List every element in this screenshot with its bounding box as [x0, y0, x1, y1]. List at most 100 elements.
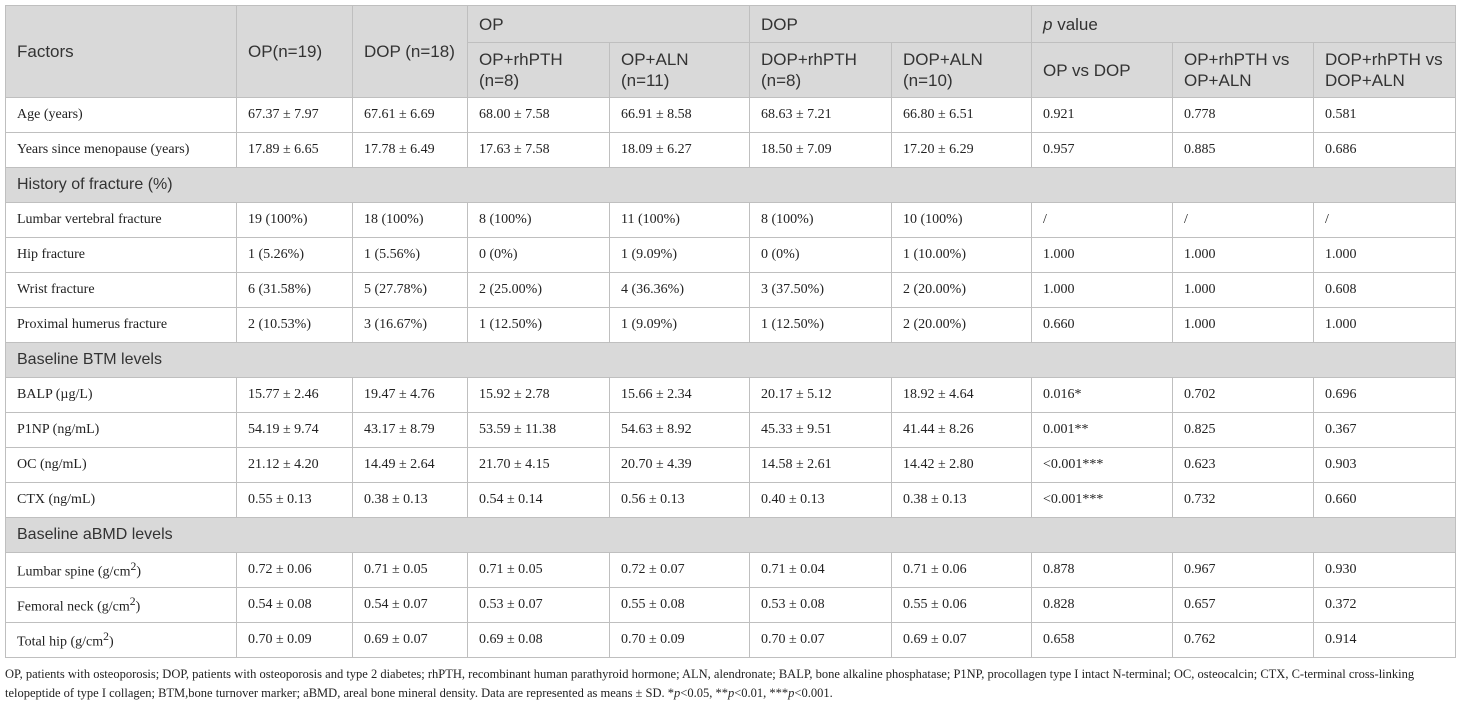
table-cell: 15.92 ± 2.78 [467, 377, 610, 413]
table-cell: 0.623 [1172, 447, 1314, 483]
row-label: Proximal humerus fracture [5, 307, 237, 343]
table-cell: 0.69 ± 0.07 [891, 622, 1032, 658]
header-dop-aln: DOP+ALN (n=10) [891, 42, 1032, 98]
section-row-btm: Baseline BTM levels [4, 342, 1457, 378]
table-cell: 67.61 ± 6.69 [352, 97, 468, 133]
table-cell: / [1031, 202, 1173, 238]
table-cell: 0.70 ± 0.09 [609, 622, 750, 658]
table-cell: 15.66 ± 2.34 [609, 377, 750, 413]
table-cell: 17.63 ± 7.58 [467, 132, 610, 168]
header-op-rhpth: OP+rhPTH (n=8) [467, 42, 610, 98]
table-container: Factors OP(n=19) DOP (n=18) OP DOP p val… [4, 5, 1457, 658]
table-row: Years since menopause (years) 17.89 ± 6.6… [5, 132, 1457, 168]
table-cell: 2 (25.00%) [467, 272, 610, 308]
section-row-abmd: Baseline aBMD levels [4, 517, 1457, 553]
table-cell: 0.878 [1031, 552, 1173, 588]
p-value-word: value [1052, 14, 1098, 34]
table-cell: 14.58 ± 2.61 [749, 447, 892, 483]
table-cell: 1.000 [1172, 237, 1314, 273]
table-cell: 21.12 ± 4.20 [236, 447, 353, 483]
table-cell: 0.581 [1312, 97, 1457, 133]
table-cell: 66.91 ± 8.58 [609, 97, 750, 133]
table-cell: 0.657 [1172, 587, 1314, 623]
table-cell: 68.00 ± 7.58 [467, 97, 610, 133]
table-cell: 17.20 ± 6.29 [891, 132, 1032, 168]
table-cell: 1.000 [1031, 272, 1173, 308]
table-row: Femoral neck (g/cm2) 0.54 ± 0.08 0.54 ± 0.… [5, 587, 1457, 623]
table-cell: 0.016* [1031, 377, 1173, 413]
table-cell: 0.71 ± 0.05 [467, 552, 610, 588]
table-cell: 18.09 ± 6.27 [609, 132, 750, 168]
table-cell: 1.000 [1031, 237, 1173, 273]
table-cell: 0.71 ± 0.04 [749, 552, 892, 588]
table-cell: 0.967 [1172, 552, 1314, 588]
section-label: Baseline aBMD levels [4, 517, 1457, 553]
table-row: Hip fracture 1 (5.26%) 1 (5.56%) 0 (0%) 1 (9… [5, 237, 1457, 273]
table-cell: / [1312, 202, 1457, 238]
table-cell: <0.001*** [1031, 447, 1173, 483]
table-cell: 0.38 ± 0.13 [891, 482, 1032, 518]
table-cell: 19.47 ± 4.76 [352, 377, 468, 413]
table-cell: 0.001** [1031, 412, 1173, 448]
table-cell: 4 (36.36%) [609, 272, 750, 308]
table-cell: 0.762 [1172, 622, 1314, 658]
data-table: Factors OP(n=19) DOP (n=18) OP DOP p val… [4, 5, 1457, 658]
table-cell: 1 (5.56%) [352, 237, 468, 273]
table-cell: 66.80 ± 6.51 [891, 97, 1032, 133]
table-cell: 18.92 ± 4.64 [891, 377, 1032, 413]
header-op: OP(n=19) [236, 5, 353, 98]
table-cell: 0.70 ± 0.09 [236, 622, 353, 658]
header-factors: Factors [5, 5, 237, 98]
table-row: OC (ng/mL) 21.12 ± 4.20 14.49 ± 2.64 21.70 … [5, 447, 1457, 483]
table-cell: 18 (100%) [352, 202, 468, 238]
table-cell: 1 (5.26%) [236, 237, 353, 273]
header-op-aln: OP+ALN (n=11) [609, 42, 750, 98]
table-cell: 0.885 [1172, 132, 1314, 168]
table-cell: 0.658 [1031, 622, 1173, 658]
row-label: Lumbar vertebral fracture [5, 202, 237, 238]
table-cell: 15.77 ± 2.46 [236, 377, 353, 413]
table-cell: 0.71 ± 0.05 [352, 552, 468, 588]
table-cell: 0.55 ± 0.06 [891, 587, 1032, 623]
table-cell: 67.37 ± 7.97 [236, 97, 353, 133]
table-cell: 0.732 [1172, 482, 1314, 518]
section-row-fracture: History of fracture (%) [4, 167, 1457, 203]
table-cell: 1 (12.50%) [749, 307, 892, 343]
table-cell: 1.000 [1172, 307, 1314, 343]
table-cell: 0 (0%) [467, 237, 610, 273]
row-label: Lumbar spine (g/cm2) [5, 552, 237, 588]
table-cell: 68.63 ± 7.21 [749, 97, 892, 133]
table-cell: 21.70 ± 4.15 [467, 447, 610, 483]
table-row: P1NP (ng/mL) 54.19 ± 9.74 43.17 ± 8.79 53.5… [5, 412, 1457, 448]
table-cell: 0.53 ± 0.07 [467, 587, 610, 623]
table-cell: 14.42 ± 2.80 [891, 447, 1032, 483]
table-row: CTX (ng/mL) 0.55 ± 0.13 0.38 ± 0.13 0.54 ± … [5, 482, 1457, 518]
row-label: Age (years) [5, 97, 237, 133]
table-cell: 0.957 [1031, 132, 1173, 168]
table-row: Wrist fracture 6 (31.58%) 5 (27.78%) 2 (25.… [5, 272, 1457, 308]
table-cell: 0.69 ± 0.07 [352, 622, 468, 658]
header-p-op-vs-dop: OP vs DOP [1031, 42, 1173, 98]
table-cell: 6 (31.58%) [236, 272, 353, 308]
header-row-2: OP+rhPTH (n=8) OP+ALN (n=11) DOP+rhPTH (… [6, 42, 1457, 98]
row-label: Total hip (g/cm2) [5, 622, 237, 658]
table-cell: 0.825 [1172, 412, 1314, 448]
table-cell: 3 (37.50%) [749, 272, 892, 308]
row-label: Femoral neck (g/cm2) [5, 587, 237, 623]
p-italic: p [1043, 14, 1053, 34]
table-cell: 1.000 [1172, 272, 1314, 308]
table-cell: 0.660 [1312, 482, 1457, 518]
table-cell: 0.372 [1312, 587, 1457, 623]
table-cell: 19 (100%) [236, 202, 353, 238]
table-cell: 54.63 ± 8.92 [609, 412, 750, 448]
header-group-p-value: p value [1030, 5, 1457, 43]
table-cell: 45.33 ± 9.51 [749, 412, 892, 448]
table-cell: 54.19 ± 9.74 [236, 412, 353, 448]
table-cell: 0.930 [1312, 552, 1457, 588]
table-cell: 20.70 ± 4.39 [609, 447, 750, 483]
table-cell: 20.17 ± 5.12 [749, 377, 892, 413]
row-label: OC (ng/mL) [5, 447, 237, 483]
table-row: Lumbar vertebral fracture 19 (100%) 18 (10… [5, 202, 1457, 238]
table-cell: 17.89 ± 6.65 [236, 132, 353, 168]
table-cell: 14.49 ± 2.64 [352, 447, 468, 483]
